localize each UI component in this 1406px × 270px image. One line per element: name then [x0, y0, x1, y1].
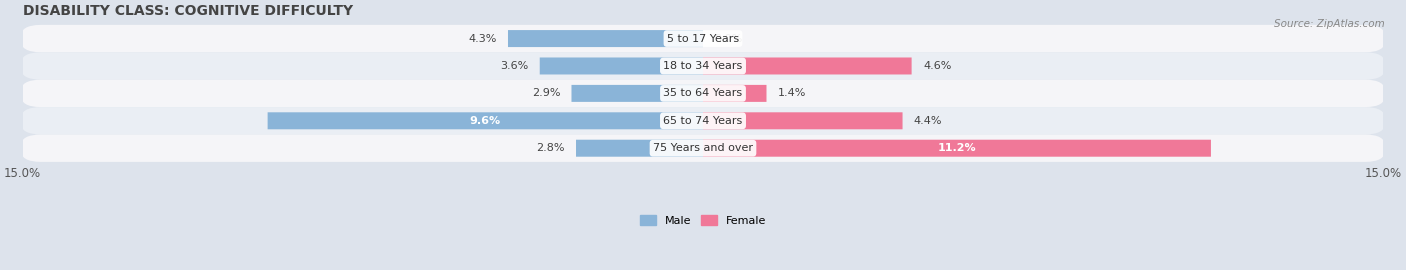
FancyBboxPatch shape: [21, 134, 1385, 162]
Text: 1.4%: 1.4%: [778, 88, 806, 98]
FancyBboxPatch shape: [21, 25, 1385, 52]
Text: 35 to 64 Years: 35 to 64 Years: [664, 88, 742, 98]
Text: 11.2%: 11.2%: [938, 143, 976, 153]
FancyBboxPatch shape: [267, 112, 703, 129]
Text: 18 to 34 Years: 18 to 34 Years: [664, 61, 742, 71]
Text: 4.4%: 4.4%: [914, 116, 942, 126]
Text: Source: ZipAtlas.com: Source: ZipAtlas.com: [1274, 19, 1385, 29]
FancyBboxPatch shape: [703, 85, 766, 102]
FancyBboxPatch shape: [571, 85, 703, 102]
Text: 2.8%: 2.8%: [536, 143, 565, 153]
FancyBboxPatch shape: [21, 107, 1385, 134]
FancyBboxPatch shape: [703, 140, 1211, 157]
Text: 9.6%: 9.6%: [470, 116, 501, 126]
FancyBboxPatch shape: [508, 30, 703, 47]
Text: 2.9%: 2.9%: [531, 88, 560, 98]
Text: 3.6%: 3.6%: [501, 61, 529, 71]
FancyBboxPatch shape: [703, 112, 903, 129]
Text: 4.3%: 4.3%: [468, 33, 496, 43]
Text: 4.6%: 4.6%: [922, 61, 952, 71]
FancyBboxPatch shape: [540, 58, 703, 75]
Text: 75 Years and over: 75 Years and over: [652, 143, 754, 153]
Text: DISABILITY CLASS: COGNITIVE DIFFICULTY: DISABILITY CLASS: COGNITIVE DIFFICULTY: [22, 4, 353, 18]
Text: 0.0%: 0.0%: [714, 33, 742, 43]
FancyBboxPatch shape: [576, 140, 703, 157]
Text: 5 to 17 Years: 5 to 17 Years: [666, 33, 740, 43]
Legend: Male, Female: Male, Female: [636, 211, 770, 230]
FancyBboxPatch shape: [703, 58, 911, 75]
FancyBboxPatch shape: [21, 80, 1385, 107]
Text: 65 to 74 Years: 65 to 74 Years: [664, 116, 742, 126]
FancyBboxPatch shape: [21, 52, 1385, 80]
